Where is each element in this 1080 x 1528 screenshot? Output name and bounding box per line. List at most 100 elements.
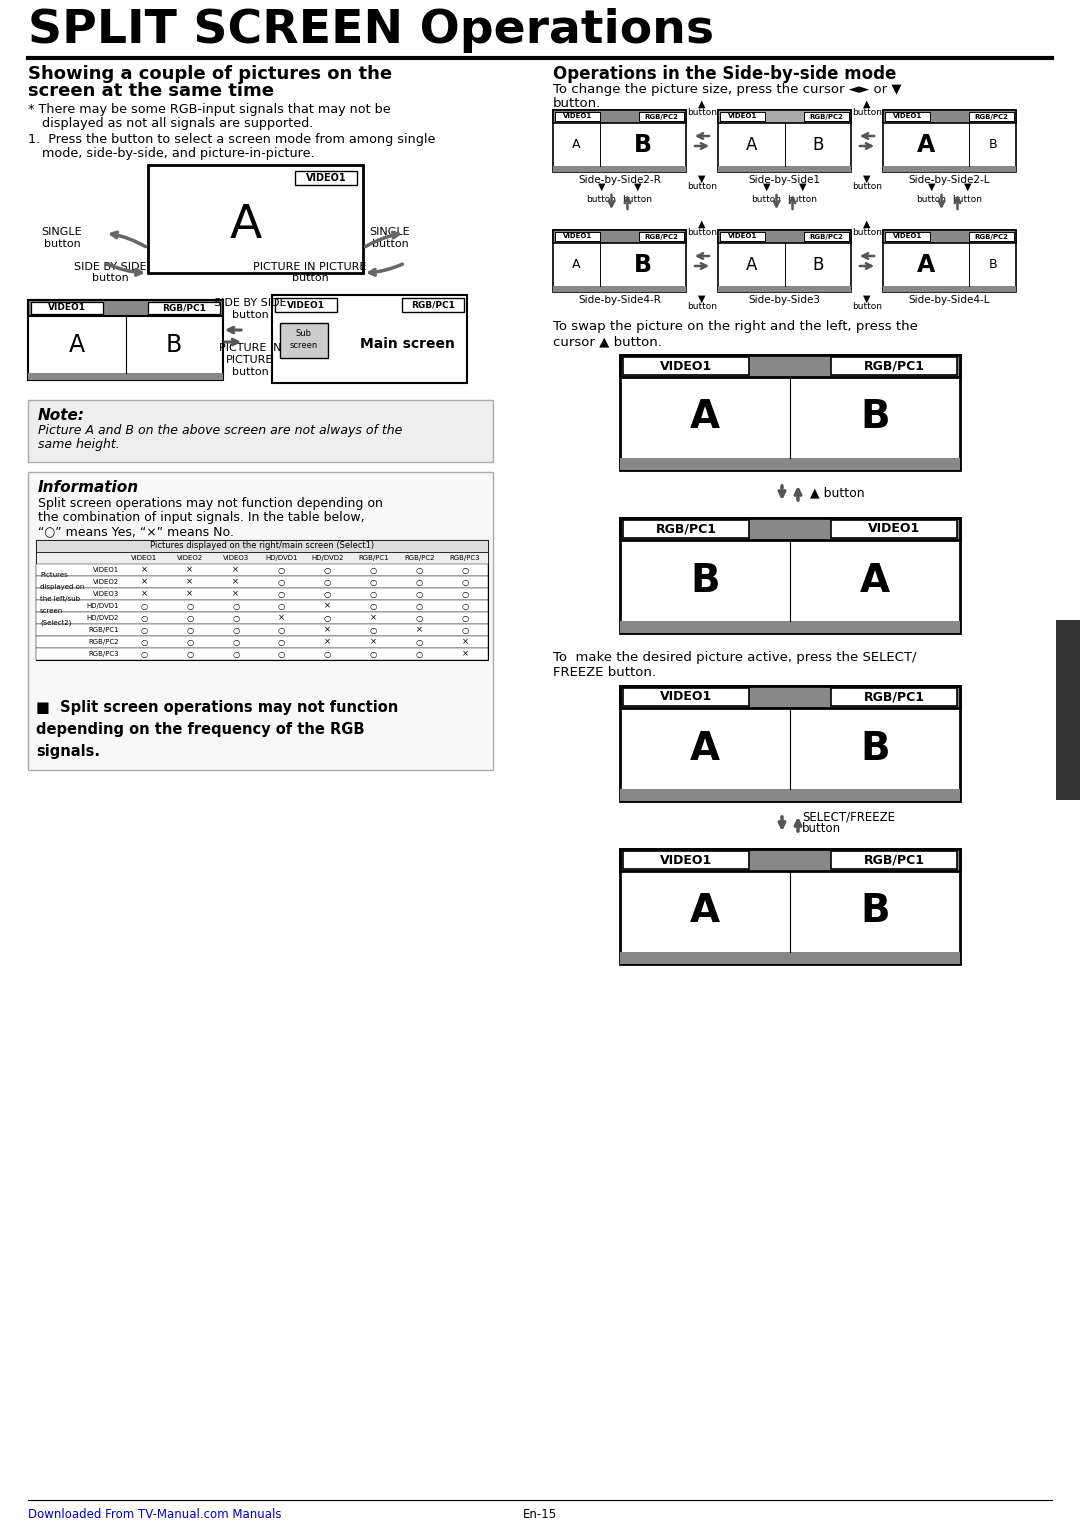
Text: RGB/PC3: RGB/PC3	[449, 555, 481, 561]
Text: ×: ×	[369, 637, 377, 646]
Text: ○: ○	[324, 590, 332, 599]
Text: ○: ○	[461, 614, 469, 622]
Text: Downloaded From TV-Manual.com Manuals: Downloaded From TV-Manual.com Manuals	[28, 1508, 282, 1520]
Text: RGB/PC1: RGB/PC1	[89, 626, 119, 633]
Bar	[832, 520, 957, 538]
Text: ▲: ▲	[863, 99, 870, 108]
Bar	[885, 112, 930, 121]
Text: Pictures displayed on the right/main screen (Select1): Pictures displayed on the right/main scr…	[150, 541, 374, 550]
Text: FREEZE button.: FREEZE button.	[553, 666, 656, 678]
Text: ○: ○	[278, 625, 285, 634]
Bar	[620, 850, 960, 871]
Bar	[883, 286, 1016, 292]
Text: 1.  Press the button to select a screen mode from among single: 1. Press the button to select a screen m…	[28, 133, 435, 147]
Text: button: button	[687, 303, 717, 312]
Bar	[883, 167, 1016, 173]
Bar	[1056, 620, 1080, 801]
Text: Side-by-Side2-R: Side-by-Side2-R	[578, 176, 661, 185]
Bar	[148, 303, 220, 313]
Bar	[553, 286, 686, 292]
Bar	[28, 299, 222, 316]
Bar	[623, 358, 748, 374]
Bar	[28, 400, 492, 461]
Text: RGB/PC2: RGB/PC2	[645, 234, 678, 240]
Text: button: button	[953, 194, 983, 203]
Bar	[832, 851, 957, 869]
Text: A: A	[860, 561, 890, 599]
Text: ×: ×	[232, 578, 239, 587]
Text: A: A	[690, 729, 720, 767]
Text: ▼: ▼	[928, 182, 935, 193]
Bar	[553, 167, 686, 173]
Text: ○: ○	[416, 614, 422, 622]
Text: ○: ○	[461, 602, 469, 611]
Bar	[623, 520, 748, 538]
Text: VIDEO1: VIDEO1	[660, 691, 712, 703]
Text: ▼: ▼	[699, 174, 705, 183]
Text: B: B	[988, 138, 997, 151]
Text: ○: ○	[369, 578, 377, 587]
Text: RGB/PC2: RGB/PC2	[404, 555, 434, 561]
Text: SINGLE: SINGLE	[42, 228, 82, 237]
Text: Operations in the Side-by-side mode: Operations in the Side-by-side mode	[553, 66, 896, 83]
Text: ○: ○	[186, 637, 193, 646]
Text: ×: ×	[232, 565, 239, 575]
Text: ○: ○	[416, 649, 422, 659]
Text: ■  Split screen operations may not function
depending on the frequency of the RG: ■ Split screen operations may not functi…	[36, 700, 399, 759]
Text: ○: ○	[232, 614, 240, 622]
Text: ○: ○	[140, 602, 148, 611]
Bar	[36, 576, 488, 588]
Bar	[620, 686, 960, 707]
Text: cursor ▲ button.: cursor ▲ button.	[553, 335, 662, 348]
Text: ▲ button: ▲ button	[810, 486, 865, 500]
Text: ○: ○	[140, 614, 148, 622]
Text: button: button	[852, 182, 882, 191]
Text: ○: ○	[416, 590, 422, 599]
Bar	[620, 952, 960, 964]
Bar	[718, 110, 851, 122]
Bar	[620, 788, 960, 801]
Text: Main screen: Main screen	[360, 338, 455, 351]
Text: Side-by-Side4-L: Side-by-Side4-L	[908, 295, 990, 306]
Text: RGB/PC1: RGB/PC1	[864, 854, 924, 866]
Bar	[718, 231, 851, 243]
Text: B: B	[988, 258, 997, 270]
Bar	[969, 232, 1014, 241]
Text: A: A	[745, 255, 757, 274]
Text: VIDEO1: VIDEO1	[131, 555, 157, 561]
Text: ▼: ▼	[762, 182, 770, 193]
Text: VIDEO1: VIDEO1	[728, 234, 757, 240]
Text: ▲: ▲	[699, 99, 705, 108]
Text: To  make the desired picture active, press the SELECT/: To make the desired picture active, pres…	[553, 651, 917, 665]
Text: ○: ○	[324, 578, 332, 587]
Text: ○: ○	[461, 578, 469, 587]
Text: A: A	[572, 138, 581, 151]
Text: B: B	[812, 136, 823, 153]
Text: button: button	[231, 367, 268, 377]
Text: VIDEO1: VIDEO1	[868, 523, 920, 535]
Text: Picture A and B on the above screen are not always of the: Picture A and B on the above screen are …	[38, 423, 403, 437]
Text: VIDEO1: VIDEO1	[893, 113, 922, 119]
Bar	[272, 295, 467, 384]
Text: Showing a couple of pictures on the: Showing a couple of pictures on the	[28, 66, 392, 83]
Text: VIDEO1: VIDEO1	[660, 854, 712, 866]
Text: Side-by-Side4-R: Side-by-Side4-R	[578, 295, 661, 306]
Text: screen at the same time: screen at the same time	[28, 83, 274, 99]
Text: ▼: ▼	[863, 293, 870, 304]
Text: RGB/PC2: RGB/PC2	[809, 113, 843, 119]
Text: ○: ○	[140, 649, 148, 659]
Text: RGB/PC1: RGB/PC1	[864, 691, 924, 703]
Bar	[804, 232, 849, 241]
Text: ○: ○	[369, 590, 377, 599]
Bar	[620, 354, 960, 377]
Bar	[275, 298, 337, 312]
Text: SIDE BY SIDE: SIDE BY SIDE	[73, 261, 146, 272]
Text: ▼: ▼	[799, 182, 807, 193]
Text: B: B	[812, 255, 823, 274]
Bar	[623, 688, 748, 706]
Bar	[620, 850, 960, 871]
Bar	[883, 231, 1016, 292]
Text: VIDEO2: VIDEO2	[93, 579, 119, 585]
Text: RGB/PC2: RGB/PC2	[974, 113, 1009, 119]
Bar	[883, 110, 1016, 173]
